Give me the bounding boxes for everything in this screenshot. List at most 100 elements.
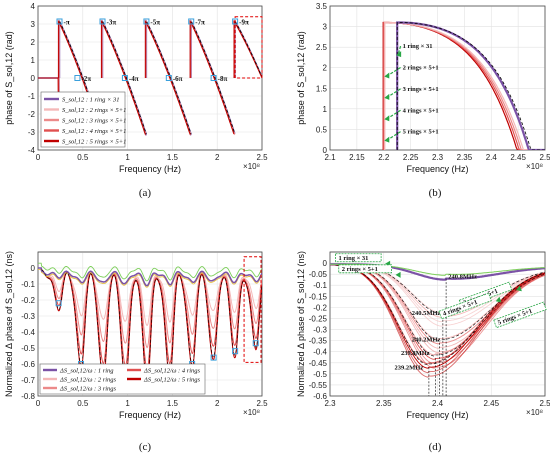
arrow-head xyxy=(384,72,390,79)
reference-dashed-line xyxy=(191,21,236,134)
y-axis-label: phase of S_sol,12 (rad) xyxy=(4,31,14,125)
frequency-label: 239.8MHz xyxy=(401,350,430,357)
y-tick-label: -4 xyxy=(28,146,36,155)
legend-entry: ΔS_sol,12/ω : 5 rings xyxy=(143,376,201,383)
arrow-head xyxy=(384,93,390,100)
panel-c: 0 0.5 1 1.5 2 2.5 -0.8 -0.7 -0.6 -0.5 -0.4 -0.3 -0.2… xyxy=(4,251,268,453)
x-tick-label: 0.5 xyxy=(77,399,89,408)
label-box xyxy=(335,253,382,263)
phase-annotation: -6π xyxy=(173,75,183,83)
arrow-head xyxy=(396,51,402,58)
series-line xyxy=(100,19,146,136)
y-tick-label: -0.35 xyxy=(309,337,328,346)
x-tick-label: 2.4 xyxy=(432,399,444,408)
series-label: 2 rings × 5+1 xyxy=(342,266,378,273)
series-line xyxy=(384,21,545,150)
legend-entry: ΔS_sol,12/ω : 1 ring xyxy=(59,367,114,374)
series-label: 1 ring × 31 xyxy=(403,43,433,50)
zoom-box xyxy=(234,16,263,79)
panel-caption: (c) xyxy=(139,441,152,453)
x-tick-label: 2.4 xyxy=(486,153,498,162)
series-label-group: 2 rings × 5+1 xyxy=(338,264,401,278)
reference-dashed-line xyxy=(396,22,545,150)
y-tick-label: -0.2 xyxy=(313,303,327,312)
legend-entry: ΔS_sol,12/ω : 3 rings xyxy=(59,385,117,392)
panel-caption: (d) xyxy=(429,441,442,453)
x-tick-label: 1.5 xyxy=(167,399,179,408)
phase-annotation: -7π xyxy=(195,18,205,26)
y-tick-label: 0.5 xyxy=(316,125,328,134)
marker-point xyxy=(232,18,239,25)
legend-entry: ΔS_sol,12/ω : 4 rings xyxy=(143,367,201,374)
x-exponent-label: ×10⁸ xyxy=(243,408,260,417)
x-tick-label: 2.2 xyxy=(378,153,390,162)
y-tick-label: -0.1 xyxy=(21,280,35,289)
y-tick-label: 1 xyxy=(323,105,328,114)
x-axis-label: Frequency (Hz) xyxy=(406,164,468,174)
x-axis-label: Frequency (Hz) xyxy=(119,410,181,420)
zoom-box xyxy=(243,256,262,363)
x-axis-label: Frequency (Hz) xyxy=(119,164,181,174)
y-tick-label: -0.4 xyxy=(313,348,327,357)
phase-annotation: -2π xyxy=(81,75,91,83)
marker-point xyxy=(188,18,195,25)
frequency-label: 240.8MHz xyxy=(448,274,477,281)
minimum-marker xyxy=(252,340,259,347)
legend-entry: S_sol,12 : 1 ring × 31 xyxy=(62,96,119,103)
frequency-label: 240.5MHz xyxy=(412,310,441,317)
y-tick-label: -0.3 xyxy=(313,326,327,335)
y-tick-label: -1 xyxy=(28,92,36,101)
x-tick-label: 2.25 xyxy=(403,153,419,162)
x-exponent-label: ×10⁸ xyxy=(526,162,543,171)
marker-point xyxy=(56,18,63,25)
y-tick-label: 2 xyxy=(323,64,328,73)
series-line xyxy=(144,19,191,136)
panel-caption: (b) xyxy=(429,187,442,199)
y-tick-label: -0.55 xyxy=(309,381,328,390)
series-label: 3 rings × 5+1 xyxy=(403,86,439,93)
phase-annotation: -9π xyxy=(239,18,249,26)
series-line xyxy=(38,267,262,387)
y-tick-label: 0 xyxy=(323,146,328,155)
y-tick-label: -0.8 xyxy=(21,392,35,401)
y-tick-label: 4 xyxy=(31,2,36,11)
plot-frame xyxy=(37,251,263,397)
marker-point xyxy=(121,75,128,81)
y-tick-label: 0 xyxy=(323,259,328,268)
legend-entry: S_sol,12 : 3 rings × 5+1 xyxy=(62,117,126,124)
x-tick-label: 2.35 xyxy=(376,399,392,408)
reference-dashed-line xyxy=(234,21,262,78)
series-line xyxy=(38,267,262,287)
series-line xyxy=(38,267,262,348)
panel-caption: (a) xyxy=(139,187,152,199)
label-box xyxy=(438,292,492,320)
y-tick-label: -0.45 xyxy=(309,359,328,368)
y-tick-label: 1.5 xyxy=(316,84,328,93)
phase-annotation: -5π xyxy=(150,18,160,26)
series-label: 1 ring × 31 xyxy=(339,255,369,262)
plot-frame xyxy=(329,251,546,397)
x-tick-label: 2.1 xyxy=(324,153,336,162)
marker-point xyxy=(74,75,81,81)
label-box xyxy=(338,264,392,274)
series-line xyxy=(38,267,262,371)
y-tick-label: 3 xyxy=(31,20,36,29)
y-tick-label: 2.5 xyxy=(316,43,328,52)
y-tick-label: -0.6 xyxy=(313,392,327,401)
y-tick-label: 0 xyxy=(31,74,36,83)
legend-box xyxy=(39,363,206,395)
y-tick-label: -2 xyxy=(28,110,36,119)
marker-point xyxy=(165,75,172,81)
reference-dashed-line xyxy=(146,21,192,135)
x-tick-label: 2 xyxy=(215,399,220,408)
y-tick-label: -0.2 xyxy=(21,296,35,305)
x-tick-label: 2.3 xyxy=(432,153,444,162)
arrow-head xyxy=(395,271,401,278)
minimum-marker xyxy=(55,300,62,307)
arrow-head xyxy=(384,115,390,122)
minimum-marker xyxy=(210,354,217,361)
x-exponent-label: ×10⁸ xyxy=(243,162,260,171)
y-tick-label: -0.5 xyxy=(21,344,35,353)
x-tick-label: 2 xyxy=(215,153,220,162)
